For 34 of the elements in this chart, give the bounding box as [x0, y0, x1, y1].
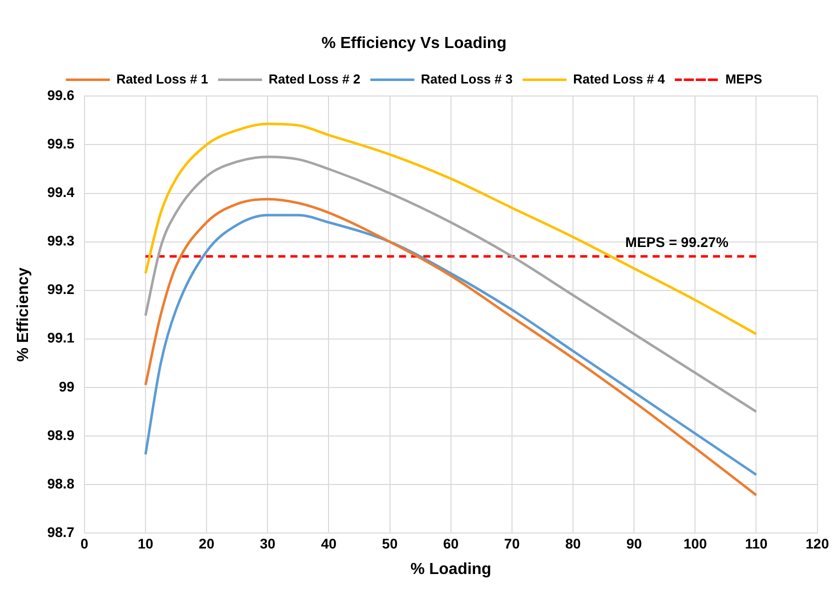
x-tick-label: 70 [504, 535, 520, 552]
legend-label: MEPS [725, 71, 763, 86]
x-tick-label: 90 [626, 535, 642, 552]
x-tick-label: 60 [443, 535, 459, 552]
y-tick-label: 99.2 [47, 281, 75, 298]
y-tick-label: 99.5 [47, 136, 75, 152]
y-tick-label: 99.6 [47, 87, 75, 104]
legend-label: Rated Loss # 1 [116, 71, 208, 86]
line-series [144, 122, 758, 336]
x-tick-label: 0 [80, 535, 89, 552]
x-tick-label: 120 [806, 535, 830, 552]
x-tick-label: 110 [744, 535, 768, 552]
legend-label: Rated Loss # 4 [573, 71, 666, 86]
line-series [144, 156, 758, 413]
y-tick-label: 98.7 [47, 524, 75, 540]
x-tick-label: 20 [198, 535, 215, 552]
chart-title: % Efficiency Vs Loading [322, 35, 506, 52]
x-tick-label: 10 [138, 535, 154, 552]
x-tick-label: 80 [565, 535, 582, 552]
y-axis-title: % Efficiency [15, 267, 32, 362]
legend-label: Rated Loss # 2 [268, 71, 360, 86]
x-tick-label: 30 [260, 535, 276, 552]
x-tick-label: 100 [683, 535, 708, 552]
x-tick-label: 40 [320, 535, 337, 552]
y-tick-label: 99.1 [47, 330, 75, 346]
y-tick-label: 98.9 [47, 426, 75, 443]
y-tick-label: 99.3 [47, 232, 75, 249]
y-tick-label: 99 [58, 378, 75, 394]
y-tick-label: 98.8 [47, 475, 75, 492]
x-axis-title: % Loading [410, 560, 492, 578]
legend-label: Rated Loss # 3 [420, 71, 513, 86]
y-tick-label: 99.4 [47, 184, 75, 200]
x-tick-label: 50 [382, 535, 398, 552]
annotation: MEPS = 99.27% [625, 234, 729, 250]
